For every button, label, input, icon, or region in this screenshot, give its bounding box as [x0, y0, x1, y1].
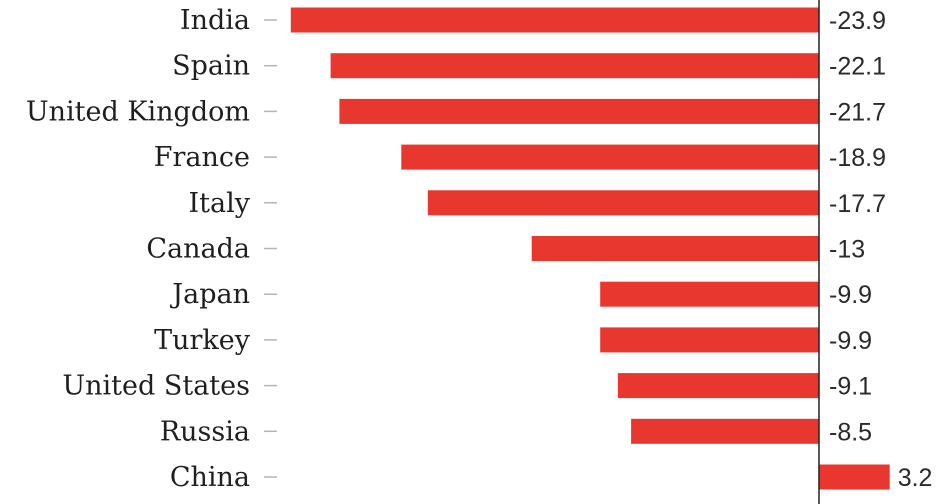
category-label-china: China: [170, 462, 250, 493]
value-label-china: 3.2: [898, 464, 933, 492]
value-label-spain: -22.1: [829, 53, 886, 81]
bar-russia: [631, 418, 819, 444]
value-labels-group: -23.9 -22.1 -21.7 -18.9 -17.7 -13 -9.9 -9.9 -9.1…: [829, 7, 932, 492]
bar-japan: [600, 281, 819, 307]
bar-italy: [427, 190, 819, 216]
category-label-russia: Russia: [160, 416, 250, 447]
bar-china: [819, 464, 890, 490]
value-label-united-kingdom: -21.7: [829, 98, 886, 126]
bar-united-states: [617, 373, 819, 399]
category-label-turkey: Turkey: [154, 325, 251, 356]
bar-india: [290, 7, 819, 33]
value-label-italy: -17.7: [829, 190, 886, 218]
category-label-united-states: United States: [62, 371, 250, 402]
bar-united-kingdom: [339, 98, 819, 124]
bars-group: [290, 7, 890, 490]
category-label-italy: Italy: [188, 188, 250, 219]
category-label-united-kingdom: United Kingdom: [26, 96, 250, 127]
bar-france: [401, 144, 819, 170]
bar-spain: [330, 53, 819, 79]
value-label-india: -23.9: [829, 7, 886, 35]
value-label-turkey: -9.9: [829, 327, 872, 355]
bar-turkey: [600, 327, 819, 353]
value-label-russia: -8.5: [829, 418, 872, 446]
category-label-japan: Japan: [169, 279, 250, 310]
category-ticks-group: [264, 19, 277, 478]
category-label-india: India: [180, 5, 250, 36]
value-label-japan: -9.9: [829, 281, 872, 309]
value-label-canada: -13: [829, 236, 865, 264]
value-label-united-states: -9.1: [829, 373, 872, 401]
value-label-france: -18.9: [829, 144, 886, 172]
category-labels-group: India Spain United Kingdom France Italy Canad…: [26, 5, 251, 493]
category-label-france: France: [154, 142, 250, 173]
category-label-spain: Spain: [172, 51, 250, 82]
category-label-canada: Canada: [146, 234, 250, 265]
bar-canada: [531, 236, 819, 261]
